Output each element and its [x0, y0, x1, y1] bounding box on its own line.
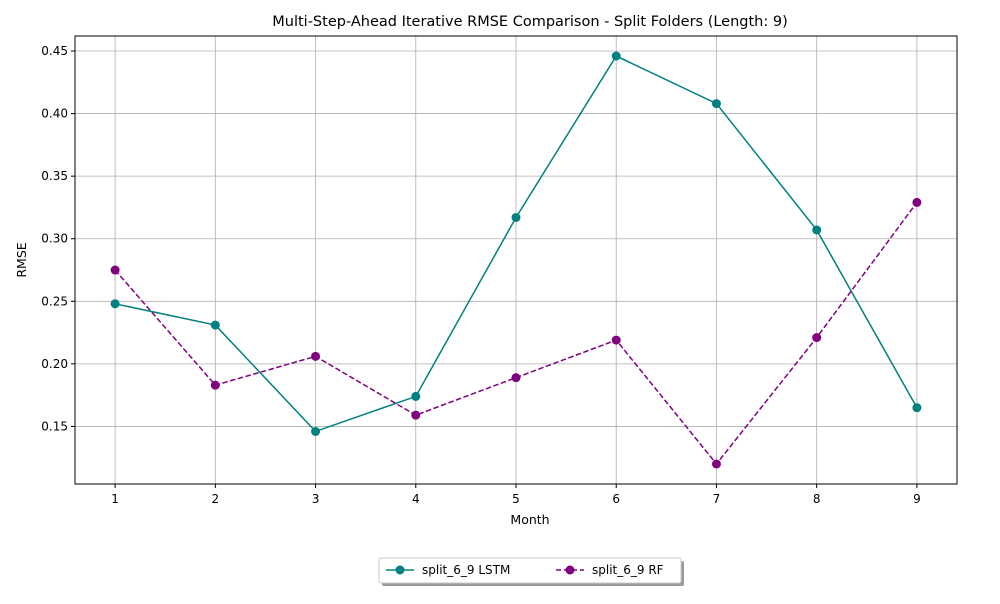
data-point: [912, 197, 922, 207]
data-point: [912, 403, 922, 413]
chart-title: Multi-Step-Ahead Iterative RMSE Comparis…: [272, 14, 788, 30]
y-tick-label: 0.35: [41, 169, 68, 183]
y-tick-label: 0.15: [41, 419, 68, 433]
y-tick-label: 0.30: [41, 232, 68, 246]
y-tick-label: 0.45: [41, 44, 68, 58]
x-tick-label: 5: [512, 492, 520, 506]
data-point: [812, 225, 822, 235]
x-tick-label: 3: [312, 492, 320, 506]
series-lstm: [110, 51, 922, 436]
x-axis-ticks: 1 2 3 4 5 6 7 8 9: [111, 484, 921, 506]
data-point: [311, 426, 321, 436]
data-point: [210, 380, 220, 390]
legend-marker-lstm: [395, 565, 405, 575]
y-axis-label: RMSE: [14, 242, 29, 277]
legend-marker-rf: [565, 565, 575, 575]
x-tick-label: 7: [713, 492, 721, 506]
legend-label-rf: split_6_9 RF: [592, 563, 664, 577]
x-axis-label: Month: [510, 512, 549, 527]
data-point: [210, 320, 220, 330]
x-tick-label: 9: [913, 492, 921, 506]
x-tick-label: 2: [211, 492, 219, 506]
data-point: [511, 212, 521, 222]
data-point: [411, 391, 421, 401]
data-point: [511, 373, 521, 383]
x-tick-label: 1: [111, 492, 119, 506]
grid: [75, 36, 957, 484]
data-point: [711, 99, 721, 109]
data-point: [110, 265, 120, 275]
data-point: [611, 335, 621, 345]
data-point: [110, 299, 120, 309]
data-point: [711, 459, 721, 469]
series-rf: [110, 197, 922, 469]
x-tick-label: 4: [412, 492, 420, 506]
data-point: [311, 351, 321, 361]
legend: split_6_9 LSTM split_6_9 RF: [378, 557, 684, 586]
legend-box: [378, 557, 682, 584]
data-point: [812, 333, 822, 343]
x-tick-label: 8: [813, 492, 821, 506]
y-tick-label: 0.20: [41, 357, 68, 371]
x-tick-label: 6: [612, 492, 620, 506]
y-tick-label: 0.25: [41, 294, 68, 308]
data-point: [611, 51, 621, 61]
y-tick-label: 0.40: [41, 107, 68, 121]
data-point: [411, 410, 421, 420]
series-layer: [110, 51, 922, 469]
y-axis-ticks: 0.15 0.20 0.25 0.30 0.35 0.40 0.45: [41, 44, 75, 433]
legend-label-lstm: split_6_9 LSTM: [422, 563, 510, 577]
